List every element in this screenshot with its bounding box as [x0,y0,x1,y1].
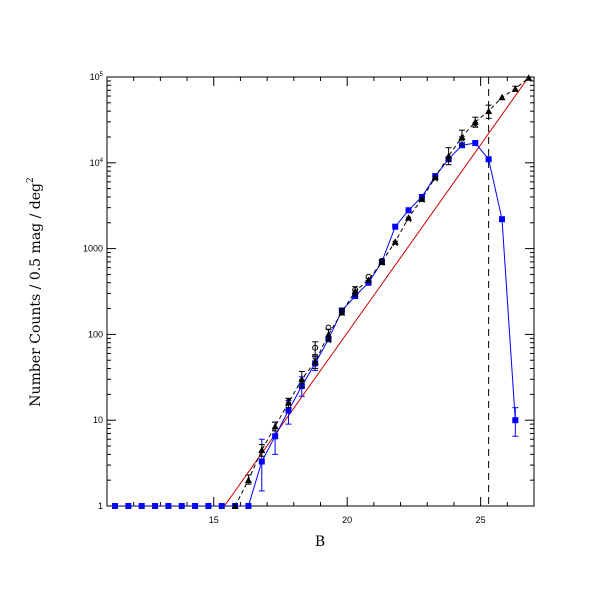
y-tick-label: 104 [90,158,104,168]
x-axis-label: B [315,534,325,550]
y-tick-label: 1000 [83,244,103,254]
data-point-triangle [511,85,519,92]
plot-frame [106,76,535,507]
data-point-square [498,216,505,223]
data-point-square [165,503,172,509]
data-point-cross [312,357,319,364]
data-point-cross [445,156,452,163]
data-point-triangle [284,399,292,406]
data-point-square [258,458,265,465]
data-point-triangle [351,287,359,295]
data-point-triangle [338,308,346,316]
data-point-circle [312,344,319,351]
y-tick-label-superscript: 5 [100,72,104,78]
data-point-cross [285,397,292,404]
data-point-circle [365,273,372,280]
data-point-triangle [271,422,279,430]
data-point-triangle [485,107,493,115]
data-point-triangle [311,358,319,365]
y-tick-label-superscript: 4 [100,158,104,164]
data-point-triangle [231,502,239,509]
series-line-1 [234,77,530,506]
data-point-triangle [431,173,439,181]
data-point-circle [352,286,359,293]
y-axis-label: Number Counts / 0.5 mag / deg2 [26,177,44,406]
data-point-cross [459,136,465,142]
data-point-square [245,503,252,509]
data-point-square [218,503,225,509]
data-point-square [125,503,132,509]
axis-tick-labels: 15 20 25 1 10 100 1000 104 105 [83,72,486,525]
data-point-cross [405,216,412,223]
data-point-square [472,140,479,147]
data-point-square [285,407,292,414]
data-point-triangle [525,74,533,81]
y-tick-label: 10 [93,415,103,425]
data-point-triangle [244,476,252,484]
y-axis-label-text: Number Counts / 0.5 mag / deg [28,183,44,407]
y-axis-label-superscript: 2 [26,177,36,183]
data-point-triangle [325,330,333,338]
data-point-circle [378,257,385,264]
y-tick-label: 100 [88,329,103,339]
data-point-cross [325,337,332,344]
y-tick-label: 1 [98,501,103,511]
data-point-square [485,156,492,163]
data-point-triangle [445,152,453,160]
data-point-triangle [391,238,399,245]
data-point-circle [325,324,332,331]
data-point-square [512,417,519,424]
plot-content [115,77,530,506]
data-point-triangle [458,133,466,140]
data-point-circle [338,307,345,314]
data-point-square [178,503,185,509]
data-point-triangle [498,93,506,101]
data-point-triangle [258,446,266,453]
y-tick-label: 105 [90,72,104,82]
data-point-square [112,503,119,509]
data-point-square [138,503,145,509]
data-point-square [392,223,399,230]
data-point-square [205,503,212,509]
data-point-square [272,433,279,440]
series-line-0 [115,142,516,506]
data-point-triangle [405,214,413,221]
data-point-square [192,503,199,509]
data-point-triangle [418,195,426,202]
data-point-cross [432,175,439,182]
model-line [224,77,530,506]
data-point-cross [419,196,425,203]
data-point-square [152,503,159,509]
data-point-square [405,207,412,214]
data-point-cross [298,378,305,385]
data-point-cross [392,240,399,247]
x-tick-label: 15 [209,515,219,525]
data-point-cross [472,121,479,128]
data-markers [112,74,533,509]
x-tick-label: 25 [476,515,486,525]
axis-ticks [106,76,535,507]
x-tick-label: 20 [342,515,352,525]
